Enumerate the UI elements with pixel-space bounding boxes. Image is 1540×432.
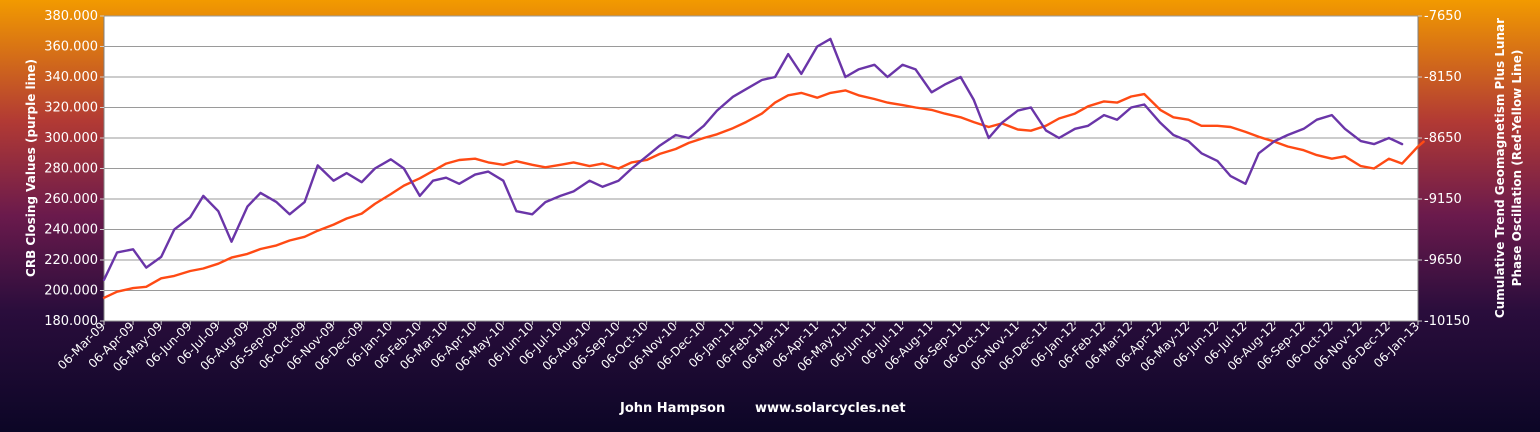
left-axis-ticks: 180.000 200.000 220.000 240.000 260.000 280.0…: [44, 9, 104, 329]
left-axis-tick-label: 260.000: [44, 192, 98, 207]
left-axis-tick-label: 320.000: [44, 101, 98, 116]
right-axis-tick-label: -9150: [1424, 192, 1462, 207]
left-axis-tick-label: 340.000: [44, 70, 98, 85]
series-line-purple: [102, 37, 1404, 281]
left-axis-tick-label: 200.000: [44, 284, 98, 299]
left-axis-tick-label: 380.000: [44, 9, 98, 24]
right-axis-tick-label: -9650: [1424, 253, 1462, 268]
left-axis-tick-label: 240.000: [44, 223, 98, 238]
x-axis-ticks: 06-Mar-0906-Apr-0906-May-0906-Jun-0906-J…: [55, 319, 1422, 374]
right-axis-tick-label: -7650: [1424, 9, 1462, 24]
left-axis-tick-label: 280.000: [44, 162, 98, 177]
left-axis-tick-label: 180.000: [44, 314, 98, 329]
series-layer: [102, 37, 1425, 299]
left-axis-tick-label: 220.000: [44, 253, 98, 268]
series-line-red-yellow: [102, 89, 1425, 299]
left-axis-tick-label: 300.000: [44, 131, 98, 146]
right-axis-title: Cumulative Trend Geomagnetism Plus Lunar…: [1493, 18, 1524, 318]
left-axis-title: CRB Closing Values (purple line): [24, 59, 38, 277]
right-axis-tick-label: -8650: [1424, 131, 1462, 146]
right-axis-title-line-1: Cumulative Trend Geomagnetism Plus Lunar: [1493, 18, 1507, 318]
footer-author: John Hampson: [619, 401, 725, 416]
left-axis-tick-label: 360.000: [44, 40, 98, 55]
right-axis-title-line-2: Phase Oscillation (Red-Yellow Line): [1510, 50, 1524, 287]
footer-website: www.solarcycles.net: [755, 401, 906, 416]
right-axis-tick-label: -8150: [1424, 70, 1462, 85]
right-axis-tick-label: -10150: [1424, 314, 1470, 329]
gridlines: [104, 15, 1418, 322]
right-axis-ticks: -10150 -9650 -9150 -8650 -8150 -7650: [1418, 9, 1470, 329]
